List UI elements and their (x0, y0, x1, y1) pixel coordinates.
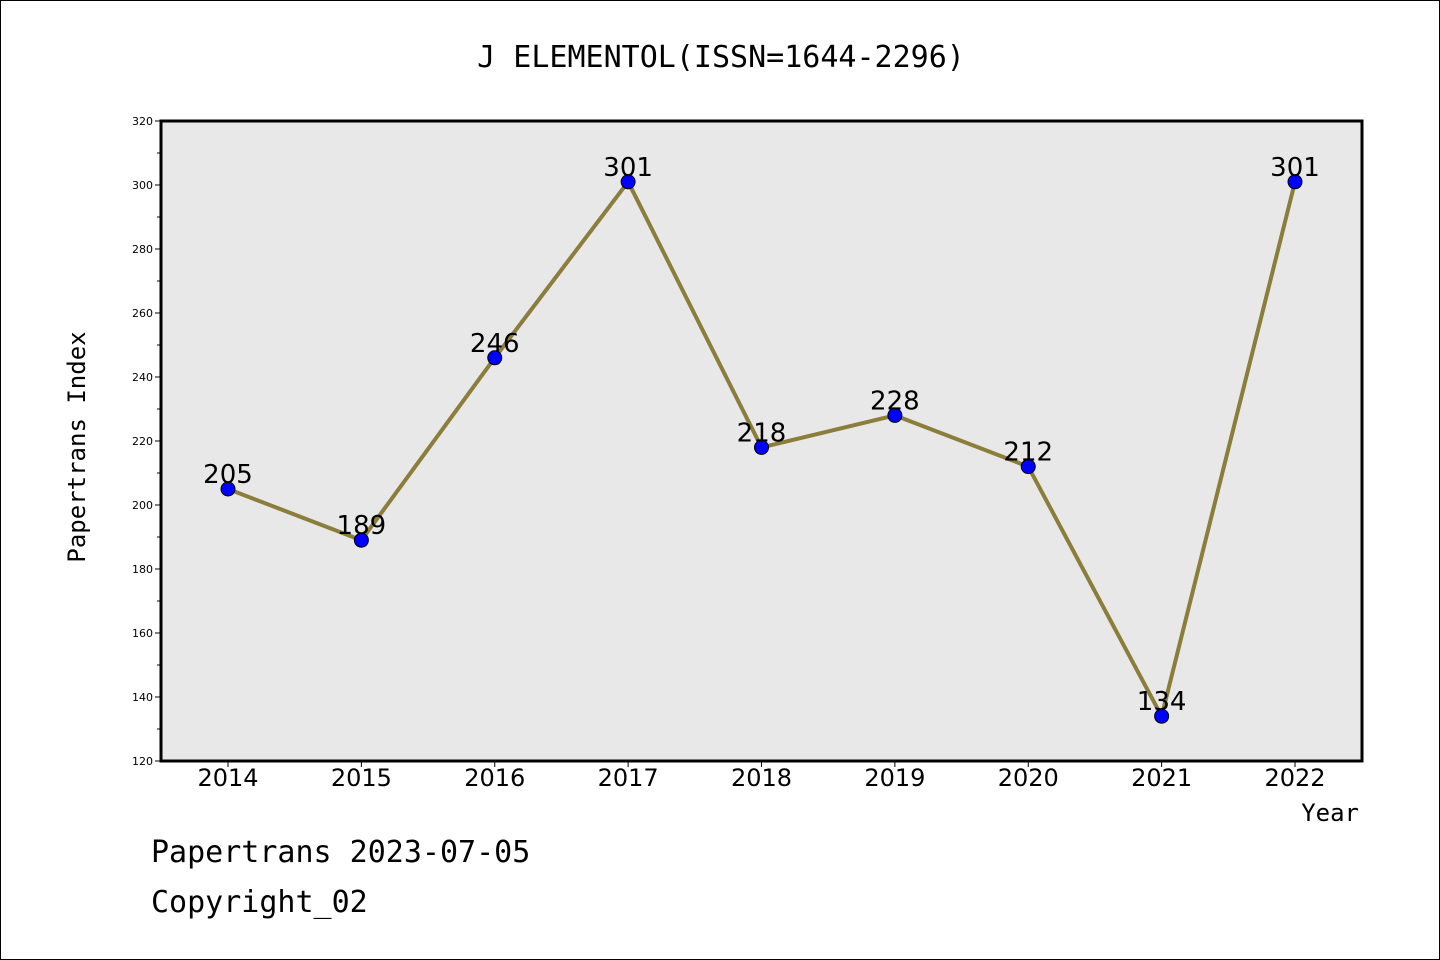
y-tick-label: 260 (132, 307, 153, 320)
x-tick-label: 2014 (197, 764, 258, 792)
data-label: 189 (337, 511, 387, 541)
data-point (487, 350, 503, 366)
y-tick-label: 240 (132, 371, 153, 384)
data-label: 205 (203, 460, 253, 490)
y-tick-label: 200 (132, 499, 153, 512)
data-point (1020, 459, 1036, 475)
x-tick-label: 2020 (998, 764, 1059, 792)
y-tick-label: 280 (132, 243, 153, 256)
y-axis: 120 140 160 180 200 220 240 260 280 300 320 (132, 115, 161, 768)
y-tick-label: 300 (132, 179, 153, 192)
data-point (220, 481, 236, 497)
y-tick-label: 320 (132, 115, 153, 128)
data-point (353, 532, 369, 548)
y-tick-label: 180 (132, 563, 153, 576)
chart-title: J ELEMENTOL(ISSN=1644-2296) (477, 40, 965, 75)
x-tick-label: 2021 (1131, 764, 1192, 792)
x-tick-label: 2022 (1264, 764, 1325, 792)
y-tick-label: 120 (132, 755, 153, 768)
y-tick-label: 220 (132, 435, 153, 448)
data-label: 134 (1137, 687, 1187, 717)
y-axis-label: Papertrans Index (63, 331, 91, 562)
data-label: 246 (470, 329, 520, 359)
x-tick-label: 2017 (598, 764, 659, 792)
data-label: 301 (603, 153, 653, 183)
y-tick-label: 160 (132, 627, 153, 640)
x-tick-label: 2018 (731, 764, 792, 792)
y-tick-label: 140 (132, 691, 153, 704)
data-label: 218 (737, 418, 787, 448)
data-label: 228 (870, 386, 920, 416)
data-point (887, 407, 903, 423)
data-point (754, 439, 769, 455)
series-markers (220, 174, 1303, 724)
x-tick-label: 2016 (464, 764, 525, 792)
data-label: 212 (1003, 438, 1053, 468)
data-labels: 205 189 246 301 218 228 212 134 301 (203, 153, 1320, 717)
data-label: 301 (1270, 153, 1320, 183)
x-tick-label: 2015 (331, 764, 392, 792)
data-point (620, 174, 636, 190)
x-axis-label: Year (1301, 799, 1359, 827)
footer-copyright-line: Copyright_02 (151, 885, 368, 920)
footer-date-line: Papertrans 2023-07-05 (151, 835, 531, 870)
data-point (1287, 174, 1303, 190)
x-tick-label: 2019 (864, 764, 925, 792)
x-axis: 2014 2015 2016 2017 2018 2019 2020 2021 2022 (197, 761, 1326, 792)
data-point (1154, 708, 1170, 724)
